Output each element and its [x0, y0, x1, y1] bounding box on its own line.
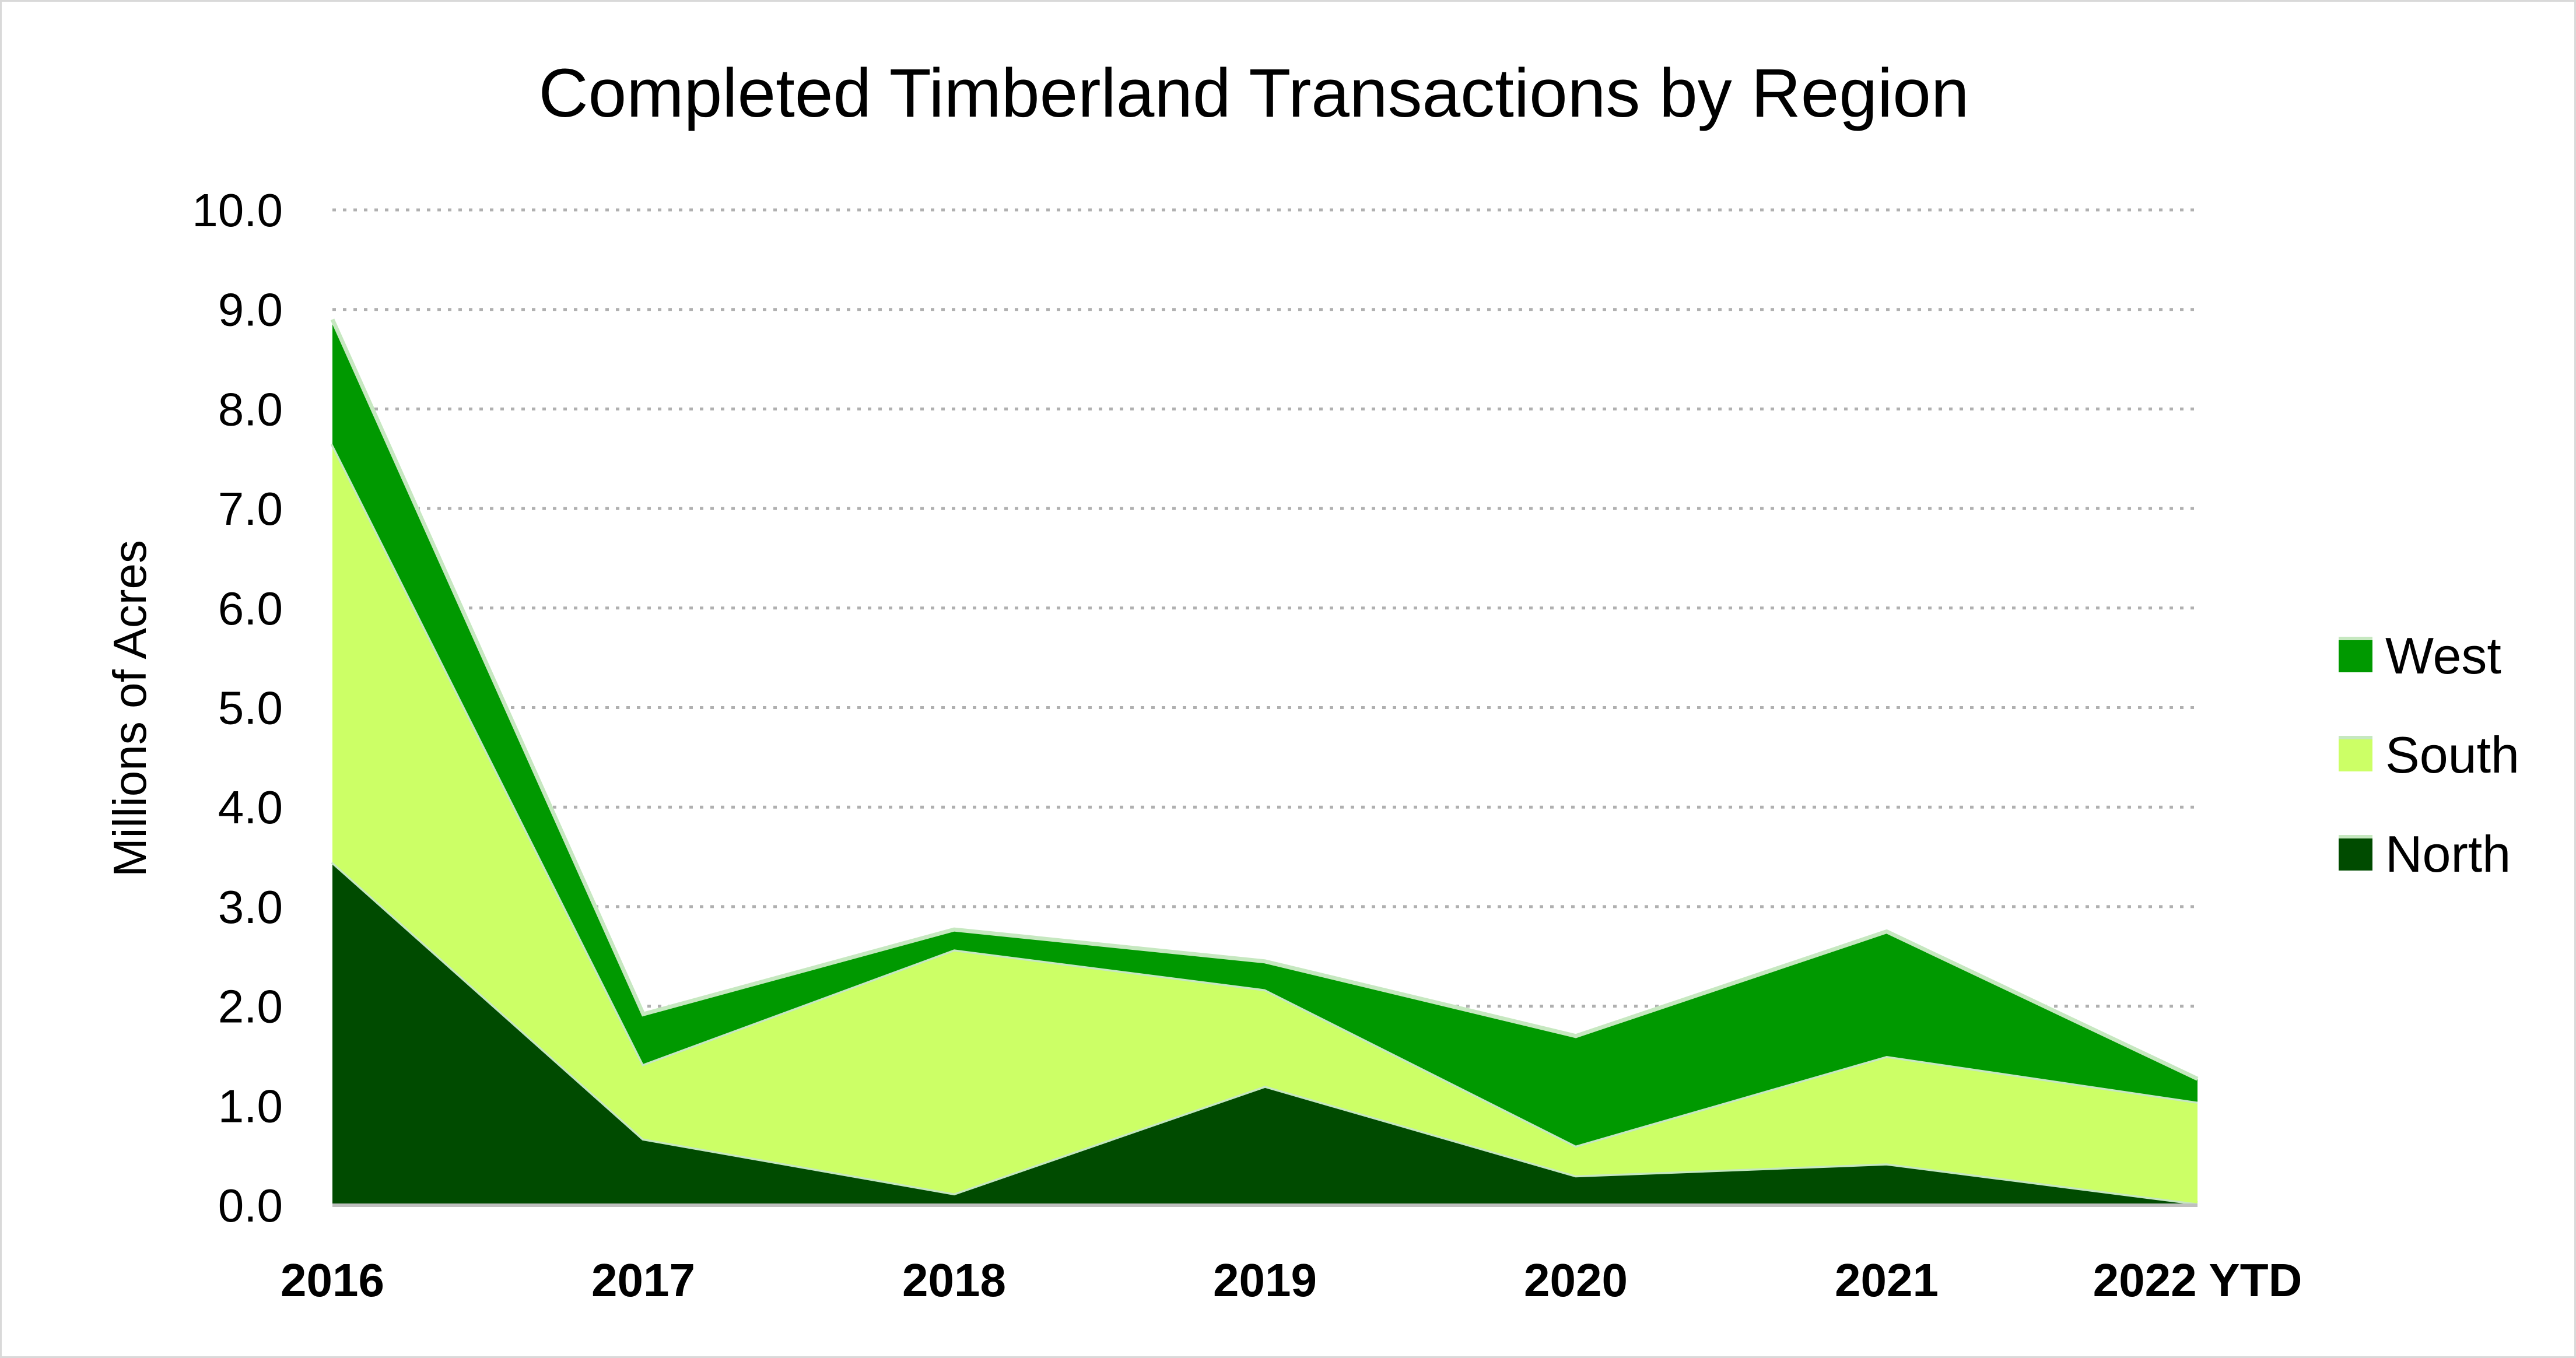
y-tick-label: 2.0: [218, 981, 283, 1033]
area-north: [332, 862, 2198, 1205]
chart-title: Completed Timberland Transactions by Reg…: [538, 55, 1969, 132]
y-tick-label: 10.0: [192, 184, 283, 236]
y-tick-label: 7.0: [218, 483, 283, 535]
y-tick-label: 5.0: [218, 682, 283, 734]
x-tick-label: 2020: [1524, 1254, 1628, 1306]
legend-label-north: North: [2385, 825, 2511, 883]
legend-label-west: West: [2385, 627, 2501, 685]
legend: West South North: [2339, 627, 2519, 883]
y-axis-ticks: 0.0 1.0 2.0 3.0 4.0 5.0 6.0 7.0 8.0 9.0 10.0: [192, 184, 283, 1231]
y-axis-label: Millions of Acres: [104, 540, 156, 877]
x-axis-ticks: 2016 2017 2018 2019 2020 2021 2022 YTD: [281, 1254, 2302, 1306]
x-tick-label: 2016: [281, 1254, 384, 1306]
legend-swatch-south: [2339, 738, 2372, 771]
y-tick-label: 6.0: [218, 582, 283, 634]
y-tick-label: 9.0: [218, 284, 283, 336]
area-west: [332, 319, 2198, 1146]
y-tick-label: 8.0: [218, 383, 283, 435]
x-tick-label: 2022 YTD: [2093, 1254, 2302, 1306]
legend-swatch-west: [2339, 638, 2372, 672]
x-tick-label: 2021: [1835, 1254, 1939, 1306]
y-tick-label: 3.0: [218, 881, 283, 933]
area-series: [330, 318, 2199, 1207]
y-tick-label: 0.0: [218, 1180, 283, 1231]
legend-swatch-north: [2339, 837, 2372, 871]
y-tick-label: 1.0: [218, 1080, 283, 1132]
y-tick-label: 4.0: [218, 781, 283, 833]
x-tick-label: 2019: [1213, 1254, 1317, 1306]
x-tick-label: 2018: [902, 1254, 1006, 1306]
area-edge-west: [330, 318, 2199, 1081]
x-tick-label: 2017: [591, 1254, 695, 1306]
area-south: [332, 444, 2198, 1203]
legend-label-south: South: [2385, 726, 2519, 784]
